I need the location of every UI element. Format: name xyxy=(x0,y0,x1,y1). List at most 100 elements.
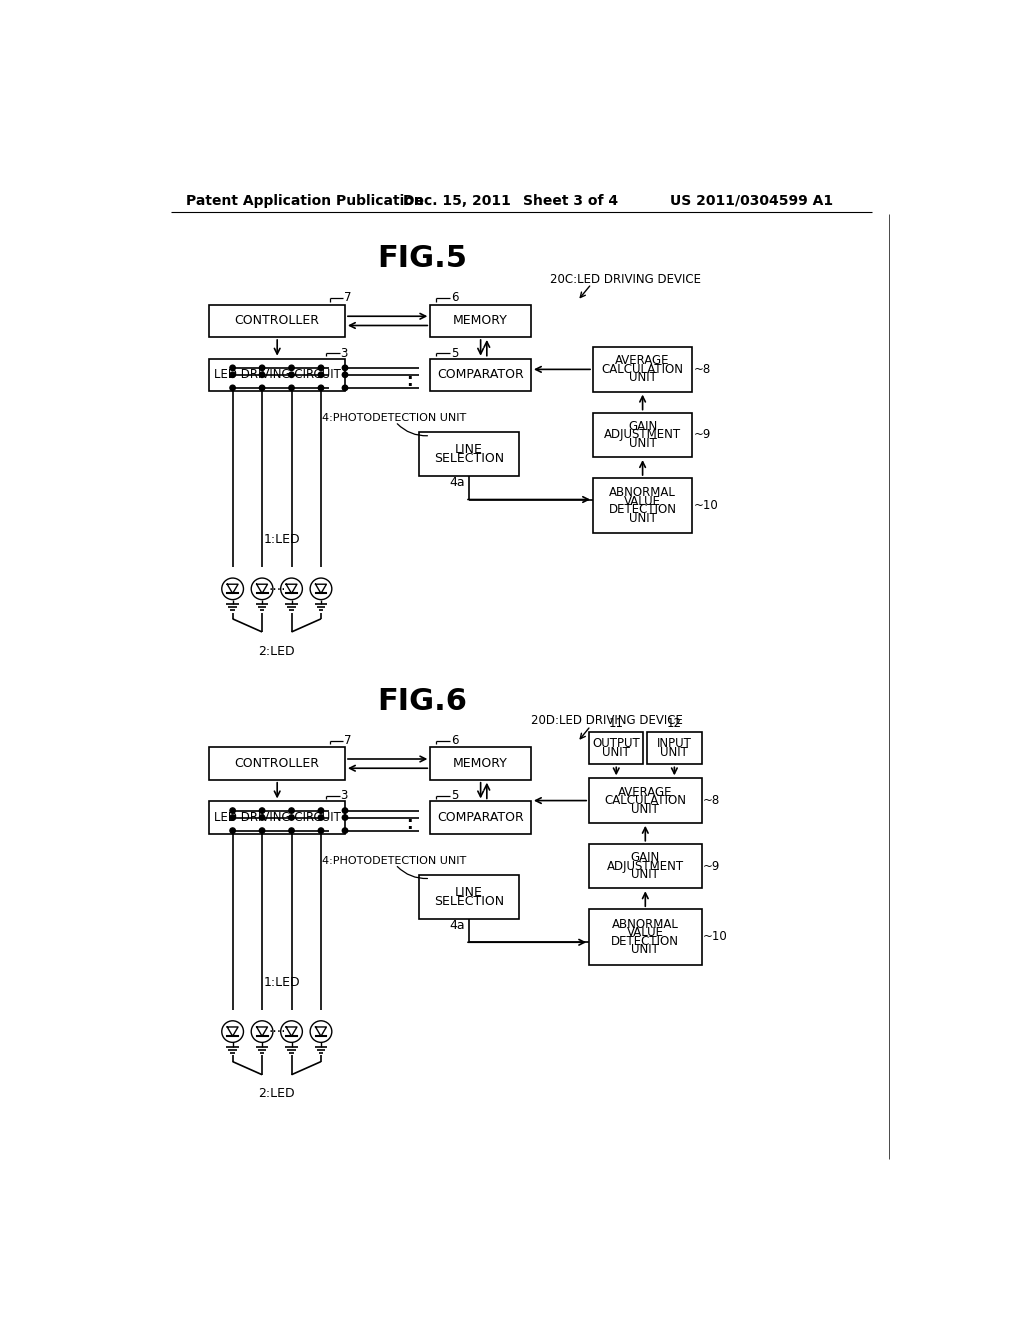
Text: LED DRIVING CIRCUIT: LED DRIVING CIRCUIT xyxy=(214,368,341,381)
Bar xyxy=(589,843,701,888)
Circle shape xyxy=(318,828,324,833)
Circle shape xyxy=(259,808,265,813)
Text: ABNORMAL: ABNORMAL xyxy=(612,917,679,931)
Circle shape xyxy=(289,814,294,820)
Text: 20D:LED DRIVING DEVICE: 20D:LED DRIVING DEVICE xyxy=(531,714,683,727)
Text: SELECTION: SELECTION xyxy=(434,895,504,908)
Circle shape xyxy=(342,808,348,813)
Text: 11: 11 xyxy=(608,717,624,730)
Text: ~10: ~10 xyxy=(703,931,728,944)
Text: COMPARATOR: COMPARATOR xyxy=(437,368,524,381)
Bar xyxy=(647,733,701,764)
Circle shape xyxy=(289,372,294,378)
Circle shape xyxy=(342,814,348,820)
Text: 3: 3 xyxy=(340,789,348,803)
Circle shape xyxy=(230,828,236,833)
Text: 4:PHOTODETECTION UNIT: 4:PHOTODETECTION UNIT xyxy=(322,855,466,866)
Bar xyxy=(209,747,345,780)
Text: AVERAGE: AVERAGE xyxy=(618,785,673,799)
Text: UNIT: UNIT xyxy=(602,746,630,759)
Text: ....: .... xyxy=(268,1022,286,1035)
Text: UNIT: UNIT xyxy=(632,942,659,956)
Text: DETECTION: DETECTION xyxy=(611,935,679,948)
Text: GAIN: GAIN xyxy=(631,851,659,865)
Circle shape xyxy=(230,366,236,371)
Text: CALCULATION: CALCULATION xyxy=(602,363,684,376)
Text: VALUE: VALUE xyxy=(624,495,662,508)
Text: ~8: ~8 xyxy=(693,363,711,376)
Circle shape xyxy=(289,828,294,833)
Text: LINE: LINE xyxy=(455,444,483,457)
Bar xyxy=(209,305,345,337)
Text: MEMORY: MEMORY xyxy=(454,314,508,327)
Circle shape xyxy=(342,372,348,378)
Text: 4:PHOTODETECTION UNIT: 4:PHOTODETECTION UNIT xyxy=(322,413,466,422)
Circle shape xyxy=(230,808,236,813)
Circle shape xyxy=(342,366,348,371)
Text: 6: 6 xyxy=(452,292,459,305)
Circle shape xyxy=(259,366,265,371)
Text: UNIT: UNIT xyxy=(629,437,656,450)
Bar xyxy=(430,359,531,391)
Text: UNIT: UNIT xyxy=(629,512,656,525)
Circle shape xyxy=(259,828,265,833)
Text: UNIT: UNIT xyxy=(660,746,688,759)
Text: SELECTION: SELECTION xyxy=(434,451,504,465)
Circle shape xyxy=(289,366,294,371)
Text: 5: 5 xyxy=(452,789,459,803)
Bar xyxy=(419,432,519,477)
Bar xyxy=(593,478,692,533)
Circle shape xyxy=(259,814,265,820)
Text: 4a: 4a xyxy=(450,477,465,490)
Bar xyxy=(589,779,701,822)
Text: GAIN: GAIN xyxy=(628,420,657,433)
Text: 7: 7 xyxy=(344,292,351,305)
Text: 2:LED: 2:LED xyxy=(258,644,295,657)
Circle shape xyxy=(342,385,348,391)
Text: US 2011/0304599 A1: US 2011/0304599 A1 xyxy=(671,194,834,207)
Text: VALUE: VALUE xyxy=(627,927,664,939)
Bar xyxy=(593,413,692,457)
Text: 2:LED: 2:LED xyxy=(258,1088,295,1101)
Circle shape xyxy=(342,828,348,833)
Bar xyxy=(430,801,531,834)
Text: INPUT: INPUT xyxy=(657,738,692,751)
Text: FIG.6: FIG.6 xyxy=(378,686,468,715)
Text: OUTPUT: OUTPUT xyxy=(592,738,640,751)
Text: ABNORMAL: ABNORMAL xyxy=(609,487,676,499)
Text: 7: 7 xyxy=(344,734,351,747)
Bar xyxy=(430,305,531,337)
Text: Dec. 15, 2011: Dec. 15, 2011 xyxy=(403,194,511,207)
Bar xyxy=(589,909,701,965)
Circle shape xyxy=(230,372,236,378)
Circle shape xyxy=(230,814,236,820)
Text: ~9: ~9 xyxy=(703,859,721,873)
Circle shape xyxy=(318,814,324,820)
Circle shape xyxy=(259,372,265,378)
Text: ADJUSTMENT: ADJUSTMENT xyxy=(604,428,681,441)
Circle shape xyxy=(318,366,324,371)
Text: 12: 12 xyxy=(667,717,682,730)
Text: Patent Application Publication: Patent Application Publication xyxy=(186,194,424,207)
Bar xyxy=(593,347,692,392)
Text: MEMORY: MEMORY xyxy=(454,758,508,770)
Text: Sheet 3 of 4: Sheet 3 of 4 xyxy=(523,194,618,207)
Circle shape xyxy=(318,385,324,391)
Circle shape xyxy=(318,808,324,813)
Text: COMPARATOR: COMPARATOR xyxy=(437,810,524,824)
Text: FIG.5: FIG.5 xyxy=(378,244,468,273)
Bar xyxy=(430,747,531,780)
Circle shape xyxy=(230,385,236,391)
Text: AVERAGE: AVERAGE xyxy=(615,354,670,367)
Circle shape xyxy=(289,808,294,813)
Text: 4a: 4a xyxy=(450,919,465,932)
Text: UNIT: UNIT xyxy=(632,869,659,880)
Text: :: : xyxy=(406,372,413,391)
Text: UNIT: UNIT xyxy=(629,371,656,384)
Circle shape xyxy=(289,385,294,391)
Text: UNIT: UNIT xyxy=(632,803,659,816)
Text: 6: 6 xyxy=(452,734,459,747)
Circle shape xyxy=(259,385,265,391)
Text: ~8: ~8 xyxy=(703,795,720,807)
Text: 5: 5 xyxy=(452,347,459,360)
